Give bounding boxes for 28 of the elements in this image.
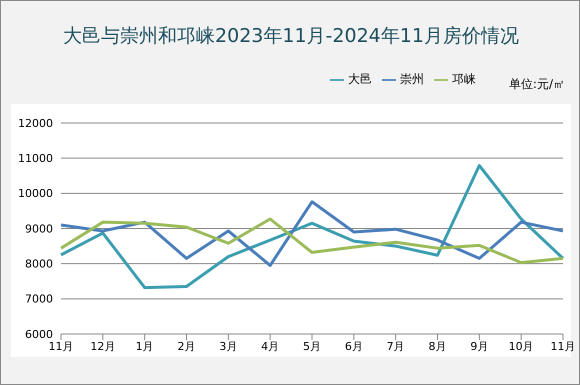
line-series — [60, 164, 564, 290]
x-tick-label: 8月 — [428, 340, 446, 353]
legend-label: 邛崃 — [452, 72, 476, 86]
x-tick-label: 3月 — [219, 340, 238, 353]
x-tick-label: 1月 — [136, 340, 154, 353]
x-tick-label: 11月 — [550, 340, 576, 353]
y-tick-label: 11000 — [18, 152, 53, 166]
y-tick-label: 9000 — [25, 222, 53, 236]
chart-title: 大邑与崇州和邛崃2023年11月-2024年11月房价情况 — [62, 24, 520, 49]
line-series — [60, 200, 564, 267]
legend-label: 大邑 — [348, 72, 372, 86]
y-tick-label: 6000 — [25, 328, 53, 341]
x-tick-label: 11月 — [48, 340, 74, 353]
y-tick-label: 7000 — [25, 292, 53, 306]
x-tick-label: 10月 — [508, 340, 534, 353]
x-tick-label: 6月 — [344, 340, 363, 353]
y-tick-label: 8000 — [25, 258, 53, 271]
x-tick-label: 2月 — [178, 340, 196, 353]
text: 单位:元/㎡ — [508, 76, 565, 93]
legend-label: 崇州 — [400, 72, 424, 86]
x-tick-label: 9月 — [470, 340, 488, 353]
y-tick-label: 12000 — [18, 116, 53, 130]
line-series — [60, 218, 564, 264]
y-tick-label: 10000 — [18, 187, 53, 200]
x-tick-label: 5月 — [303, 340, 321, 353]
x-tick-label: 7月 — [386, 340, 405, 353]
x-tick-label: 4月 — [261, 340, 280, 353]
x-tick-label: 12月 — [90, 340, 116, 353]
